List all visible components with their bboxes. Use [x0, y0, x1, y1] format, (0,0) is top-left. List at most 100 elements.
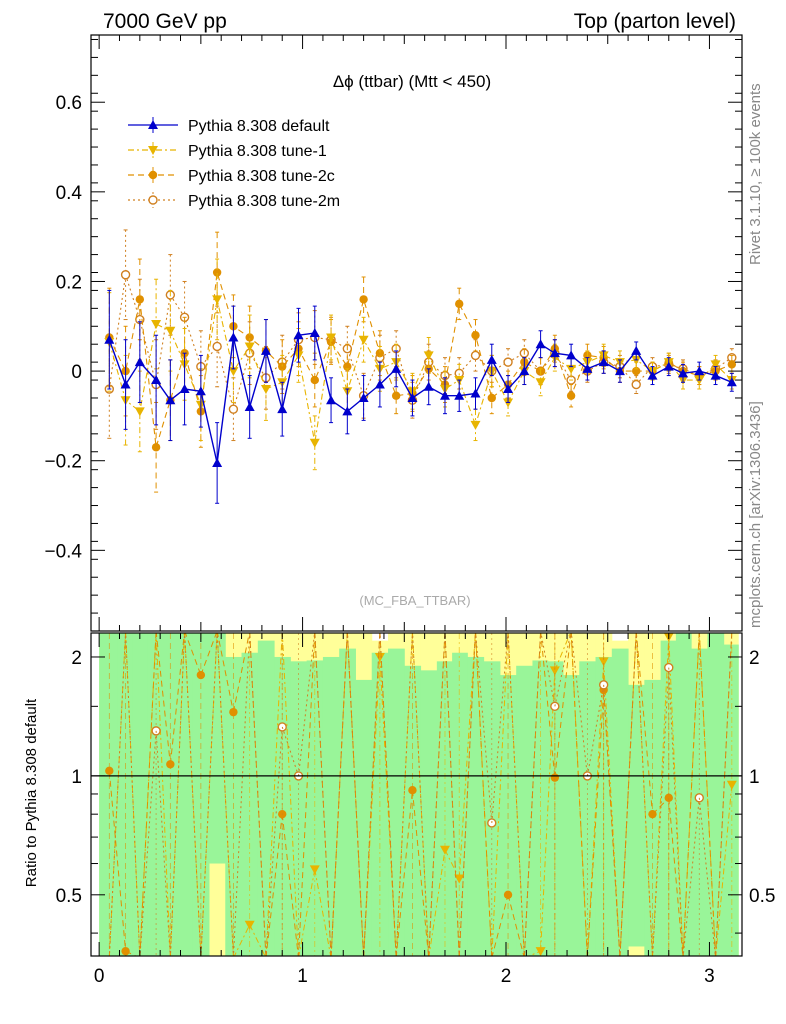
series-line [108, 274, 733, 412]
ratio-line [184, 633, 202, 676]
chart-title: Δϕ (ttbar) (Mtt < 450) [333, 72, 491, 91]
data-point [228, 367, 239, 377]
xtick-label: 3 [704, 966, 715, 987]
ratio-group [99, 633, 739, 956]
data-point [566, 364, 577, 374]
data-point [151, 375, 162, 385]
ratio-line [715, 784, 733, 956]
data-point [727, 360, 737, 369]
chart-watermark: (MC_FBA_TTBAR) [359, 593, 470, 608]
data-point [566, 391, 576, 400]
ratio-line [216, 633, 234, 956]
ratio-line [491, 894, 509, 956]
series-line [108, 272, 733, 448]
data-point [228, 332, 239, 342]
data-point [326, 395, 337, 405]
ratio-line [652, 636, 670, 956]
ratio-line [184, 633, 202, 956]
ratio-line [635, 633, 653, 815]
ratio-ytick-label-right: 0.5 [749, 886, 775, 907]
ratio-line [586, 661, 605, 956]
data-point [454, 390, 465, 400]
data-point [310, 375, 319, 385]
data-point [503, 384, 514, 394]
ratio-line [200, 633, 218, 956]
data-point [134, 407, 145, 417]
main-frame [90, 34, 743, 632]
ratio-line [444, 849, 460, 879]
data-point [104, 334, 115, 344]
data-point [260, 385, 271, 395]
ytick-label: −0.2 [44, 452, 82, 473]
ratio-panel: 0.5 0.5 1 1 2 2 0 1 2 3 Ratio to Pythia 8.308 def… [23, 632, 775, 987]
ratio-line [458, 633, 476, 879]
data-point [212, 295, 223, 305]
ratio-line [652, 797, 670, 815]
ratio-line [169, 633, 185, 956]
data-point [710, 370, 721, 380]
legend: Pythia 8.308 default Pythia 8.308 tune-1 P… [128, 117, 340, 210]
ratio-line [281, 633, 299, 956]
ratio-line [217, 633, 234, 713]
data-point [391, 391, 401, 400]
xtick-label: 1 [297, 966, 308, 987]
ratio-line [668, 667, 684, 956]
ratio-line [233, 924, 251, 956]
ratio-line [139, 633, 157, 956]
ratio-line [540, 633, 556, 778]
legend-item: Pythia 8.308 default [128, 117, 330, 135]
data-point [278, 362, 287, 371]
data-point [631, 379, 641, 390]
legend-marker [148, 170, 158, 180]
data-point [582, 363, 593, 373]
ratio-line [281, 726, 299, 777]
ratio-line [603, 689, 621, 956]
ratio-line [586, 684, 605, 776]
data-point [423, 381, 434, 391]
data-point [134, 357, 145, 367]
band-inner [306, 660, 324, 956]
ratio-line [668, 797, 684, 956]
data-point [165, 326, 176, 336]
data-point [407, 392, 418, 402]
band-inner [611, 648, 629, 956]
data-point [309, 328, 320, 337]
legend-item: Pythia 8.308 tune-2m [128, 192, 340, 210]
ratio-line [379, 656, 397, 956]
data-point [260, 345, 271, 355]
ratio-line [475, 633, 493, 824]
data-point [212, 341, 222, 352]
ratio-line [395, 633, 413, 956]
ytick-label: 0.6 [56, 93, 82, 114]
ratio-line [491, 633, 509, 956]
ratio-line [125, 633, 141, 956]
ratio-line [475, 633, 493, 956]
ratio-line [619, 633, 637, 956]
main-panel: −0.4 −0.2 0 0.2 0.4 0.6 Δϕ (ttbar) (Mtt < 450… [44, 34, 743, 632]
ratio-point [408, 785, 417, 795]
header-right: Top (parton level) [574, 10, 736, 33]
band-inner [339, 648, 356, 956]
ratio-line [330, 633, 348, 956]
data-point [519, 366, 530, 376]
band-inner [628, 684, 645, 947]
ratio-ytick-label-right: 2 [749, 648, 760, 669]
ratio-line [587, 689, 605, 956]
ratio-line [635, 633, 653, 956]
ratio-line [298, 633, 316, 776]
ratio-frame [90, 632, 743, 957]
data-point [647, 370, 658, 380]
ratio-line [715, 633, 733, 956]
ratio-line [507, 633, 525, 956]
data-point [487, 393, 496, 403]
ratio-line [668, 636, 684, 956]
ratio-line [507, 894, 525, 956]
ratio-line [491, 633, 509, 824]
ratio-line [249, 924, 266, 956]
data-point [120, 379, 131, 389]
data-point [726, 377, 737, 387]
ratio-line [281, 814, 299, 956]
data-point [358, 392, 369, 402]
data-point [151, 320, 162, 330]
